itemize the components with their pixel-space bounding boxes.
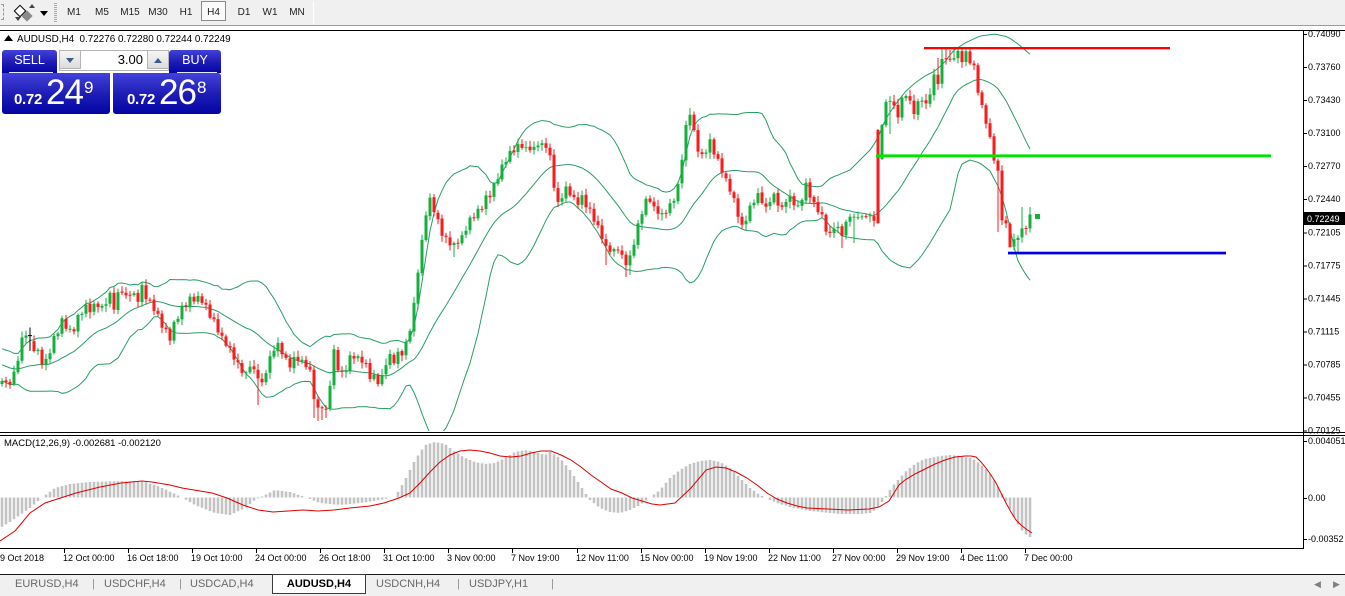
- svg-text:0.74090: 0.74090: [1308, 29, 1341, 39]
- svg-text:12 Oct 00:00: 12 Oct 00:00: [63, 553, 115, 563]
- svg-text:15 Nov 00:00: 15 Nov 00:00: [640, 553, 694, 563]
- svg-text:0.70455: 0.70455: [1308, 393, 1341, 403]
- svg-text:24 Oct 00:00: 24 Oct 00:00: [255, 553, 307, 563]
- svg-text:4 Dec 11:00: 4 Dec 11:00: [960, 553, 1008, 563]
- svg-text:0.72249: 0.72249: [1307, 214, 1340, 224]
- svg-text:0.72770: 0.72770: [1308, 161, 1341, 171]
- svg-text:0.73100: 0.73100: [1308, 128, 1341, 138]
- svg-text:0.71115: 0.71115: [1308, 327, 1339, 337]
- svg-text:7 Nov 19:00: 7 Nov 19:00: [511, 553, 560, 563]
- svg-text:7 Dec 00:00: 7 Dec 00:00: [1024, 553, 1073, 563]
- svg-text:0.72440: 0.72440: [1308, 194, 1341, 204]
- svg-text:31 Oct 10:00: 31 Oct 10:00: [383, 553, 435, 563]
- svg-text:-0.00352: -0.00352: [1308, 534, 1344, 544]
- svg-text:0.004051: 0.004051: [1308, 436, 1345, 446]
- svg-text:29 Nov 19:00: 29 Nov 19:00: [896, 553, 950, 563]
- svg-text:19 Nov 19:00: 19 Nov 19:00: [704, 553, 758, 563]
- svg-text:0.70125: 0.70125: [1308, 426, 1341, 436]
- svg-text:0.73430: 0.73430: [1308, 95, 1341, 105]
- svg-text:MACD(12,26,9) -0.002681 -0.002: MACD(12,26,9) -0.002681 -0.002120: [4, 438, 161, 449]
- svg-text:0.70785: 0.70785: [1308, 360, 1341, 370]
- svg-text:9 Oct 2018: 9 Oct 2018: [0, 553, 44, 563]
- svg-text:16 Oct 18:00: 16 Oct 18:00: [127, 553, 179, 563]
- svg-text:3 Nov 00:00: 3 Nov 00:00: [447, 553, 496, 563]
- svg-text:0.71445: 0.71445: [1308, 294, 1341, 304]
- svg-text:12 Nov 11:00: 12 Nov 11:00: [576, 553, 629, 563]
- svg-text:0.00: 0.00: [1308, 493, 1326, 503]
- svg-text:AUDUSD,H4 0.72276 0.72280 0.7: AUDUSD,H4 0.72276 0.72280 0.72244 0.7224…: [17, 34, 231, 45]
- svg-text:0.71775: 0.71775: [1308, 261, 1341, 271]
- svg-text:19 Oct 10:00: 19 Oct 10:00: [191, 553, 243, 563]
- svg-text:0.73760: 0.73760: [1308, 62, 1341, 72]
- svg-text:22 Nov 11:00: 22 Nov 11:00: [768, 553, 821, 563]
- svg-text:27 Nov 00:00: 27 Nov 00:00: [832, 553, 886, 563]
- svg-text:0.72105: 0.72105: [1308, 228, 1341, 238]
- svg-text:26 Oct 18:00: 26 Oct 18:00: [319, 553, 371, 563]
